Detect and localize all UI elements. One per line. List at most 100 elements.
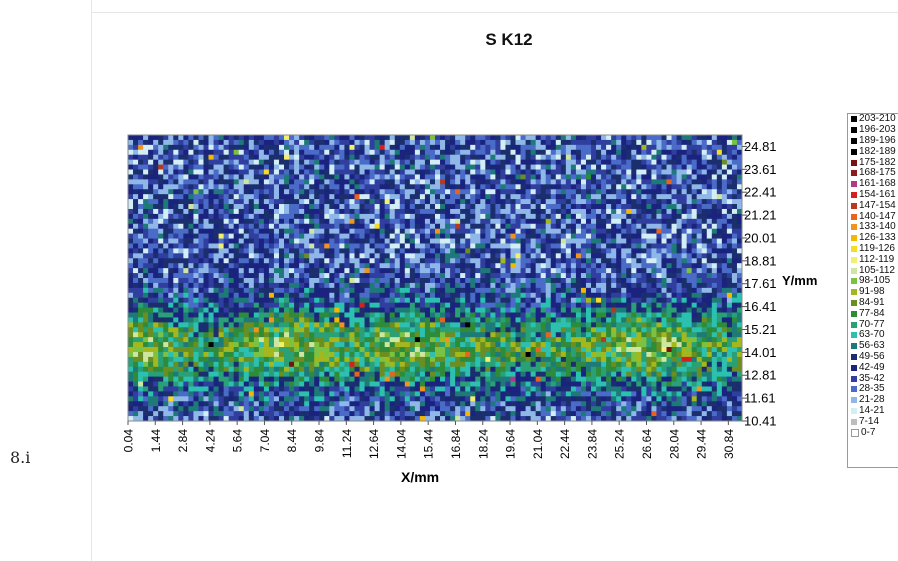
heatmap-cell — [424, 332, 431, 338]
heatmap-cell — [414, 302, 421, 308]
heatmap-cell — [470, 149, 476, 156]
heatmap-cell — [263, 135, 270, 141]
heatmap-cell — [419, 164, 426, 170]
heatmap-cell — [450, 228, 456, 235]
heatmap-cell — [193, 144, 199, 151]
heatmap-cell — [681, 273, 688, 279]
heatmap-cell — [384, 332, 391, 338]
heatmap-cell — [168, 268, 174, 274]
heatmap-cell — [228, 268, 235, 274]
heatmap-cell — [651, 248, 657, 254]
heatmap-cell — [440, 169, 446, 175]
heatmap-cell — [284, 317, 290, 323]
heatmap-cell — [465, 159, 471, 165]
heatmap-cell — [198, 184, 204, 190]
heatmap-cell — [143, 317, 149, 323]
heatmap-cell — [389, 317, 396, 323]
heatmap-cell — [389, 169, 396, 175]
heatmap-cell — [585, 223, 592, 230]
heatmap-cell — [208, 208, 214, 215]
heatmap-cell — [238, 238, 245, 244]
heatmap-cell — [736, 287, 743, 294]
heatmap-cell — [440, 307, 446, 313]
heatmap-cell — [384, 307, 391, 313]
heatmap-cell — [168, 297, 174, 304]
heatmap-cell — [726, 233, 733, 239]
heatmap-cell — [233, 307, 240, 313]
heatmap-cell — [626, 317, 632, 323]
heatmap-cell — [243, 223, 250, 230]
heatmap-cell — [133, 169, 139, 175]
heatmap-cell — [419, 174, 426, 180]
heatmap-cell — [585, 184, 592, 190]
heatmap-cell — [273, 144, 280, 151]
heatmap-cell — [263, 204, 270, 210]
heatmap-cell — [666, 282, 672, 289]
heatmap-cell — [726, 302, 733, 308]
heatmap-cell — [585, 302, 592, 308]
heatmap-cell — [560, 174, 567, 180]
heatmap-cell — [299, 174, 305, 180]
heatmap-cell — [384, 248, 391, 254]
heatmap-cell — [339, 243, 345, 249]
heatmap-cell — [550, 322, 557, 328]
heatmap-cell — [626, 199, 632, 205]
heatmap-cell — [445, 139, 451, 146]
heatmap-cell — [198, 253, 204, 259]
heatmap-cell — [138, 223, 144, 230]
heatmap-cell — [414, 169, 421, 175]
heatmap-cell — [208, 268, 214, 274]
heatmap-cell — [666, 164, 672, 170]
heatmap-cell — [178, 139, 184, 146]
heatmap-cell — [248, 218, 255, 225]
heatmap-cell — [364, 154, 370, 161]
heatmap-cell — [701, 238, 708, 244]
heatmap-cell — [128, 278, 134, 284]
heatmap-cell — [520, 307, 526, 313]
heatmap-cell — [495, 282, 501, 289]
heatmap-cell — [575, 263, 582, 269]
heatmap-cell — [228, 243, 235, 249]
heatmap-cell — [575, 248, 582, 254]
heatmap-cell — [440, 322, 446, 328]
heatmap-cell — [440, 154, 446, 161]
heatmap-cell — [198, 194, 204, 200]
heatmap-cell — [691, 253, 698, 259]
heatmap-cell — [309, 322, 315, 328]
heatmap-cell — [560, 268, 567, 274]
heatmap-cell — [344, 253, 350, 259]
heatmap-cell — [284, 258, 290, 264]
heatmap-cell — [626, 194, 632, 200]
heatmap-cell — [319, 184, 325, 190]
heatmap-cell — [198, 238, 204, 244]
heatmap-cell — [258, 223, 265, 230]
heatmap-cell — [233, 154, 240, 161]
heatmap-cell — [404, 297, 411, 304]
heatmap-cell — [299, 159, 305, 165]
heatmap-cell — [731, 208, 738, 215]
heatmap-cell — [334, 228, 340, 235]
heatmap-cell — [450, 164, 456, 170]
heatmap-cell — [671, 179, 677, 185]
heatmap-cell — [319, 144, 325, 151]
heatmap-cell — [143, 233, 149, 239]
heatmap-cell — [661, 223, 667, 230]
heatmap-cell — [475, 292, 481, 299]
heatmap-cell — [651, 223, 657, 230]
heatmap-cell — [148, 199, 154, 205]
heatmap-cell — [565, 218, 572, 225]
heatmap-cell — [243, 159, 250, 165]
heatmap-cell — [324, 243, 330, 249]
heatmap-cell — [168, 144, 174, 151]
heatmap-cell — [636, 159, 642, 165]
heatmap-cell — [686, 184, 693, 190]
heatmap-cell — [691, 199, 698, 205]
heatmap-cell — [289, 154, 295, 161]
heatmap-cell — [334, 159, 340, 165]
heatmap-cell — [263, 327, 270, 333]
heatmap-cell — [666, 139, 672, 146]
heatmap-cell — [641, 204, 647, 210]
heatmap-cell — [334, 243, 340, 249]
heatmap-cell — [686, 144, 693, 151]
heatmap-cell — [601, 135, 607, 141]
